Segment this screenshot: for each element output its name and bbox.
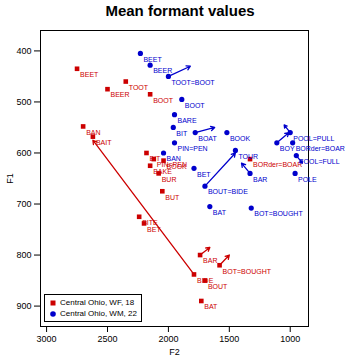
svg-text:BOOT: BOOT <box>153 97 174 104</box>
svg-text:BEET: BEET <box>80 71 99 78</box>
svg-text:1500: 1500 <box>219 334 239 344</box>
svg-text:BIT: BIT <box>149 155 161 163</box>
svg-text:BOY: BOY <box>280 145 295 152</box>
svg-text:400: 400 <box>16 46 31 56</box>
svg-text:BOUT=BIDE: BOUT=BIDE <box>208 188 248 195</box>
svg-text:TOOT: TOOT <box>129 84 149 91</box>
svg-text:PIN=PEN: PIN=PEN <box>178 145 208 152</box>
svg-text:BOAT: BOAT <box>198 135 217 142</box>
html-text:Mean formant values: Mean formant values <box>105 2 255 19</box>
svg-text:BORder=BOAR: BORder=BOAR <box>296 145 345 152</box>
svg-text:500: 500 <box>16 97 31 107</box>
svg-text:2500: 2500 <box>97 334 117 344</box>
svg-text:2000: 2000 <box>158 334 178 344</box>
svg-text:BITE: BITE <box>142 219 158 226</box>
svg-text:BET: BET <box>147 226 161 233</box>
svg-text:600: 600 <box>16 148 31 158</box>
svg-text:BOUT: BOUT <box>208 283 228 290</box>
svg-text:BOOK: BOOK <box>166 162 187 170</box>
svg-text:BEET: BEET <box>143 56 162 63</box>
html-text:Central Ohio, WM, 22: Central Ohio, WM, 22 <box>60 309 137 318</box>
svg-text:BAR: BAR <box>253 176 267 183</box>
svg-text:POOL=PULL: POOL=PULL <box>293 135 334 142</box>
svg-text:700: 700 <box>16 199 31 209</box>
svg-text:BIDE: BIDE <box>197 276 214 284</box>
svg-text:BOOK: BOOK <box>230 135 251 142</box>
svg-text:FOOL=FULL: FOOL=FULL <box>299 158 339 165</box>
svg-text:BAN: BAN <box>167 155 181 162</box>
svg-text:TOUR: TOUR <box>238 153 258 160</box>
svg-text:F1: F1 <box>5 173 15 184</box>
svg-text:BAIT: BAIT <box>96 139 112 146</box>
svg-text:BAT: BAT <box>204 303 218 310</box>
svg-text:3000: 3000 <box>37 334 57 344</box>
svg-text:BORder=BOAR: BORder=BOAR <box>253 161 302 168</box>
svg-text:900: 900 <box>16 301 31 311</box>
svg-text:BOT=BOUGHT: BOT=BOUGHT <box>223 267 272 274</box>
svg-text:BOT=BOUGHT: BOT=BOUGHT <box>254 210 303 217</box>
svg-text:BIT: BIT <box>176 130 188 137</box>
svg-text:BOOT: BOOT <box>185 102 206 109</box>
svg-text:TOOT=BOOT: TOOT=BOOT <box>171 79 215 86</box>
svg-text:BEER: BEER <box>153 67 172 74</box>
svg-text:POLE: POLE <box>298 176 317 183</box>
svg-text:BUT: BUT <box>165 193 180 200</box>
svg-text:BAKE: BAKE <box>153 168 172 175</box>
html-text:Central Ohio, WF, 18: Central Ohio, WF, 18 <box>60 298 135 307</box>
svg-text:BARE: BARE <box>178 117 197 124</box>
svg-text:BAN: BAN <box>86 129 100 136</box>
svg-text:BET: BET <box>197 171 211 178</box>
svg-text:BAT: BAT <box>213 209 227 216</box>
svg-text:800: 800 <box>16 250 31 260</box>
svg-text:BAR: BAR <box>203 257 217 264</box>
svg-text:BEER: BEER <box>111 91 130 98</box>
svg-text:F2: F2 <box>169 347 180 357</box>
svg-text:BUR: BUR <box>162 176 177 183</box>
svg-text:1000: 1000 <box>280 334 300 344</box>
